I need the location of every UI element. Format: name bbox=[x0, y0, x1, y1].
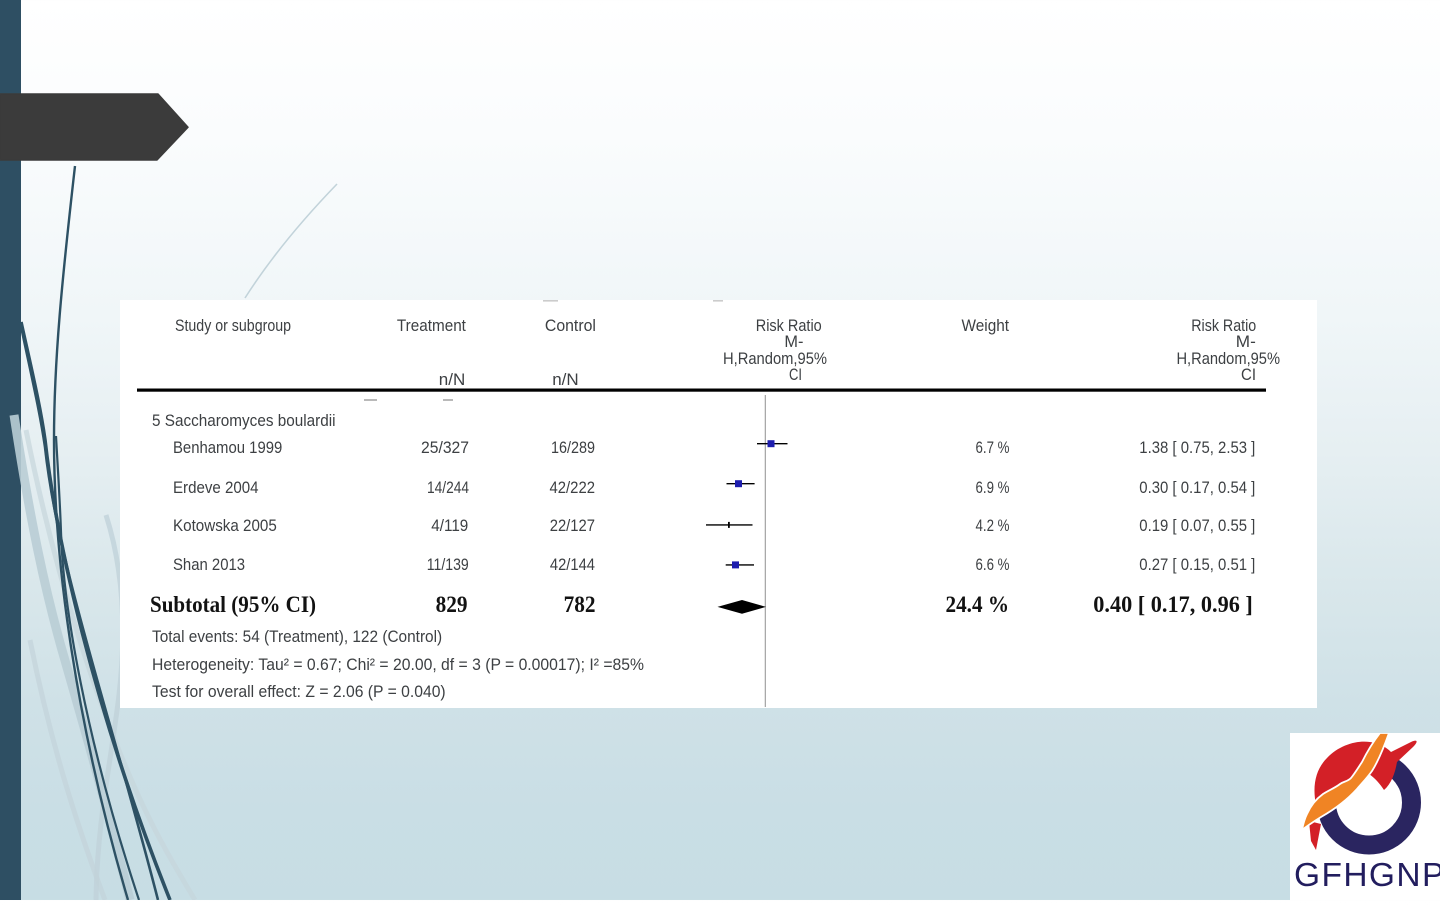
svg-text:GFHGNP: GFHGNP bbox=[1294, 857, 1440, 894]
